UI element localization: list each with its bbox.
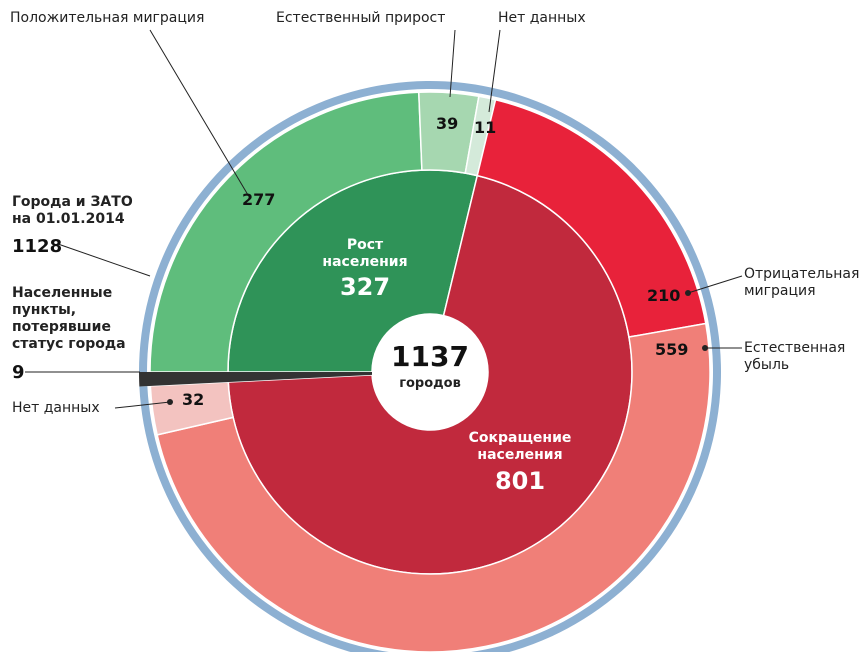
- label: Естественная убыль: [744, 340, 846, 373]
- value-label: 39: [436, 114, 459, 133]
- value-label: 11: [474, 118, 497, 137]
- label: Нет данных: [498, 10, 586, 26]
- value-label: 210: [647, 286, 681, 305]
- leader-dot: [702, 345, 708, 351]
- leader-line: [488, 29, 501, 113]
- leader-line: [114, 401, 171, 409]
- leader-line: [149, 29, 249, 196]
- ring-label: Города и ЗАТО на 01.01.2014: [12, 194, 133, 227]
- center-label: городов: [399, 376, 461, 391]
- leader-line: [687, 275, 743, 294]
- lost-label: Населенные пункты, потерявшие статус гор…: [12, 285, 126, 352]
- lost-sector: [139, 372, 373, 387]
- value-label: 32: [182, 390, 205, 409]
- group-value: 327: [339, 273, 391, 301]
- ring-value: 1128: [12, 236, 63, 257]
- label: Естественный прирост: [276, 10, 446, 26]
- leader-dot: [685, 290, 691, 296]
- value-label: 559: [655, 340, 689, 359]
- value-label: 277: [242, 190, 276, 209]
- group-value: 801: [494, 467, 546, 495]
- center-hole: [372, 314, 488, 430]
- leader-line: [449, 29, 456, 98]
- group-label: Сокращение населения: [468, 430, 572, 463]
- label: Нет данных: [12, 400, 100, 416]
- group-label: Рост населения: [322, 237, 408, 270]
- center-value: 1137: [391, 340, 469, 373]
- leader-dot: [167, 399, 173, 405]
- leader-line: [57, 243, 151, 277]
- outer-sector: [156, 322, 711, 652]
- label: Положительная миграция: [10, 10, 205, 26]
- label: Отрицательная миграция: [744, 266, 860, 299]
- lost-value: 9: [12, 362, 25, 383]
